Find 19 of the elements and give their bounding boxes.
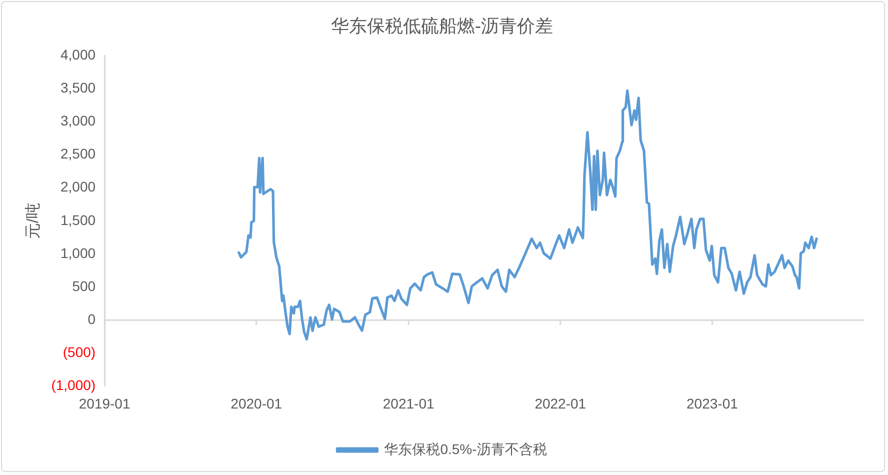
y-tick-label: 2,500: [60, 146, 96, 162]
x-tick-label: 2020-01: [230, 395, 282, 412]
x-tick-label: 2021-01: [382, 395, 434, 412]
x-tick-label: 2023-01: [686, 395, 738, 412]
chart-title: 华东保税低硫船燃-沥青价差: [331, 16, 553, 36]
y-tick-label: 1,500: [60, 212, 96, 228]
y-axis-title: 元/吨: [24, 202, 42, 240]
x-tick-label: 2019-01: [78, 395, 130, 412]
y-tick-label: (1,000): [51, 377, 96, 394]
y-tick-label: 1,000: [60, 244, 96, 261]
y-tick-label: (500): [62, 344, 96, 360]
x-tick-label: 2022-01: [534, 395, 586, 412]
y-tick-label: 500: [72, 278, 96, 294]
y-tick-label: 4,000: [60, 46, 96, 62]
y-tick-label: 3,500: [60, 80, 96, 96]
y-tick-label: 3,000: [60, 112, 96, 129]
y-tick-label: 0: [88, 310, 96, 327]
legend-label: 华东保税0.5%-沥青不含税: [384, 440, 547, 457]
y-tick-label: 2,000: [60, 178, 96, 195]
